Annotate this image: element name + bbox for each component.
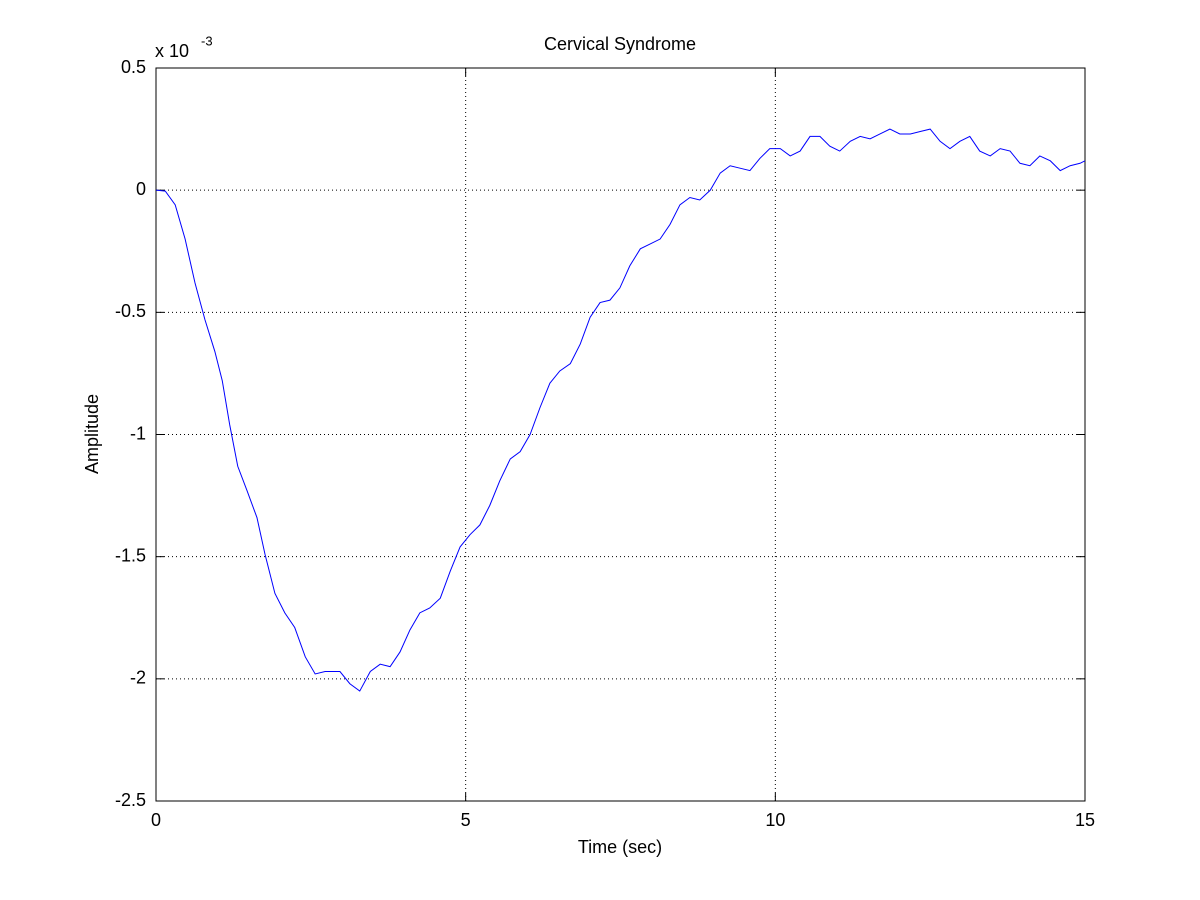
x-tick-label: 0: [151, 810, 161, 830]
x-axis-label: Time (sec): [578, 837, 662, 857]
x-tick-label: 5: [461, 810, 471, 830]
y-tick-label: 0: [136, 179, 146, 199]
x-tick-label: 15: [1075, 810, 1095, 830]
y-multiplier: x 10: [155, 41, 189, 61]
chart-title: Cervical Syndrome: [544, 34, 696, 54]
y-tick-label: -1: [130, 423, 146, 443]
x-tick-label: 10: [765, 810, 785, 830]
y-tick-label: -1.5: [115, 545, 146, 565]
y-tick-label: -2.5: [115, 790, 146, 810]
y-tick-label: 0.5: [121, 57, 146, 77]
y-tick-label: -0.5: [115, 301, 146, 321]
y-multiplier-exponent: -3: [201, 33, 213, 48]
y-axis-label: Amplitude: [82, 394, 102, 474]
y-tick-label: -2: [130, 668, 146, 688]
data-line: [155, 128, 1086, 692]
